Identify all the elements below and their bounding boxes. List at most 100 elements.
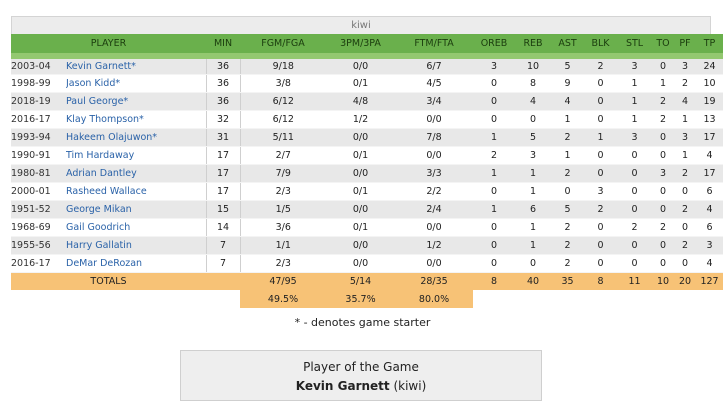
season-year: 1955-56 [11, 236, 66, 255]
stat-blk: 3 [584, 182, 618, 201]
stat-ft: 7/8 [395, 128, 474, 147]
col-pf[interactable]: PF [674, 34, 697, 59]
totals-min [206, 272, 241, 290]
stat-pf: 2 [674, 164, 697, 183]
stat-tp3: 0/1 [326, 74, 396, 93]
stat-reb: 10 [515, 56, 552, 75]
table-row: 1968-69 Gail Goodrich 14 3/6 0/1 0/0 0 1 2 0 2 2 0 6 [11, 218, 724, 237]
col-fg[interactable]: FGM/FGA [240, 34, 327, 59]
stat-stl: 0 [617, 146, 653, 165]
totals-label: TOTALS [11, 272, 207, 290]
stat-ft: 0/0 [395, 110, 474, 129]
player-name-link[interactable]: DeMar DeRozan [66, 254, 207, 273]
totals-ast: 35 [551, 272, 585, 290]
player-name-link[interactable]: Gail Goodrich [66, 218, 207, 237]
player-name-link[interactable]: Klay Thompson* [66, 110, 207, 129]
col-player[interactable]: PLAYER [11, 34, 207, 59]
stat-reb: 1 [515, 236, 552, 255]
season-year: 1980-81 [11, 164, 66, 183]
stat-ft: 2/2 [395, 182, 474, 201]
col-tp[interactable]: TP [696, 34, 724, 59]
table-row: 2003-04 Kevin Garnett* 36 9/18 0/0 6/7 3 10 5 2 3 0… [11, 56, 724, 75]
stat-blk: 0 [584, 254, 618, 273]
col-blk[interactable]: BLK [584, 34, 618, 59]
stat-fg: 2/7 [240, 146, 327, 165]
stat-oreb: 1 [473, 128, 516, 147]
stat-pf: 0 [674, 182, 697, 201]
stat-tp3: 0/0 [326, 254, 396, 273]
player-name-link[interactable]: Kevin Garnett* [66, 56, 207, 75]
col-ft[interactable]: FTM/FTA [395, 34, 474, 59]
totals-to: 10 [652, 272, 675, 290]
player-name-link[interactable]: Jason Kidd* [66, 74, 207, 93]
stat-ast: 5 [551, 200, 585, 219]
season-year: 2016-17 [11, 254, 66, 273]
table-row: 2016-17 DeMar DeRozan 7 2/3 0/0 0/0 0 0 2 0 0 0 0 4 [11, 254, 724, 273]
stat-blk: 0 [584, 236, 618, 255]
stat-ft: 4/5 [395, 74, 474, 93]
stat-ast: 2 [551, 218, 585, 237]
col-to[interactable]: TO [652, 34, 675, 59]
season-year: 1968-69 [11, 218, 66, 237]
team-header: kiwi [11, 16, 711, 34]
player-name-link[interactable]: Rasheed Wallace [66, 182, 207, 201]
col-ast[interactable]: AST [551, 34, 585, 59]
col-min[interactable]: MIN [206, 34, 241, 59]
fg-percent: 49.5% [240, 290, 327, 308]
stat-stl: 0 [617, 254, 653, 273]
player-name-link[interactable]: Hakeem Olajuwon* [66, 128, 207, 147]
stat-tp: 24 [696, 56, 724, 75]
totals-3p: 5/14 [326, 272, 396, 290]
stat-min: 36 [205, 56, 241, 75]
stat-ast: 0 [551, 182, 585, 201]
stat-fg: 3/8 [240, 74, 327, 93]
stat-reb: 3 [515, 146, 552, 165]
season-year: 2016-17 [11, 110, 66, 129]
player-name-link[interactable]: George Mikan [66, 200, 207, 219]
player-name-link[interactable]: Paul George* [66, 92, 207, 111]
stat-reb: 0 [515, 254, 552, 273]
stat-tp3: 0/1 [326, 146, 396, 165]
player-name-link[interactable]: Tim Hardaway [66, 146, 207, 165]
stat-ast: 1 [551, 110, 585, 129]
col-stl[interactable]: STL [617, 34, 653, 59]
stat-tp3: 0/0 [326, 128, 396, 147]
stat-fg: 3/6 [240, 218, 327, 237]
col-oreb[interactable]: OREB [473, 34, 516, 59]
table-row: 2000-01 Rasheed Wallace 17 2/3 0/1 2/2 0 1 0 3 0 0 0… [11, 182, 724, 201]
col-reb[interactable]: REB [515, 34, 552, 59]
totals-ft: 28/35 [395, 272, 474, 290]
potg-team: (kiwi) [393, 379, 427, 393]
stat-min: 32 [205, 110, 241, 129]
stat-stl: 0 [617, 236, 653, 255]
stat-min: 14 [205, 218, 241, 237]
stat-ast: 4 [551, 92, 585, 111]
stat-tp: 19 [696, 92, 724, 111]
stat-ast: 2 [551, 164, 585, 183]
player-of-the-game-box: Player of the Game Kevin Garnett (kiwi) [180, 350, 542, 401]
stat-blk: 1 [584, 128, 618, 147]
table-row: 1980-81 Adrian Dantley 17 7/9 0/0 3/3 1 1 2 0 0 3 2 1… [11, 164, 724, 183]
stat-pf: 1 [674, 146, 697, 165]
header-row: PLAYER MIN FGM/FGA 3PM/3PA FTM/FTA OREB … [11, 34, 724, 59]
col-3p[interactable]: 3PM/3PA [326, 34, 396, 59]
stat-to: 0 [652, 182, 675, 201]
totals-blk: 8 [584, 272, 618, 290]
table-row: 1951-52 George Mikan 15 1/5 0/0 2/4 1 6 5 2 0 0 2 4 [11, 200, 724, 219]
potg-player-name[interactable]: Kevin Garnett [295, 379, 390, 393]
stat-min: 17 [205, 146, 241, 165]
season-year: 1993-94 [11, 128, 66, 147]
player-name-link[interactable]: Adrian Dantley [66, 164, 207, 183]
player-name-link[interactable]: Harry Gallatin [66, 236, 207, 255]
stat-tp: 6 [696, 218, 724, 237]
stat-reb: 1 [515, 218, 552, 237]
stat-tp: 17 [696, 164, 724, 183]
stat-ast: 2 [551, 254, 585, 273]
stat-blk: 2 [584, 200, 618, 219]
totals-pf: 20 [674, 272, 697, 290]
ft-percent: 80.0% [395, 290, 474, 308]
stat-oreb: 2 [473, 146, 516, 165]
stat-fg: 1/5 [240, 200, 327, 219]
stat-ast: 1 [551, 146, 585, 165]
season-year: 1990-91 [11, 146, 66, 165]
